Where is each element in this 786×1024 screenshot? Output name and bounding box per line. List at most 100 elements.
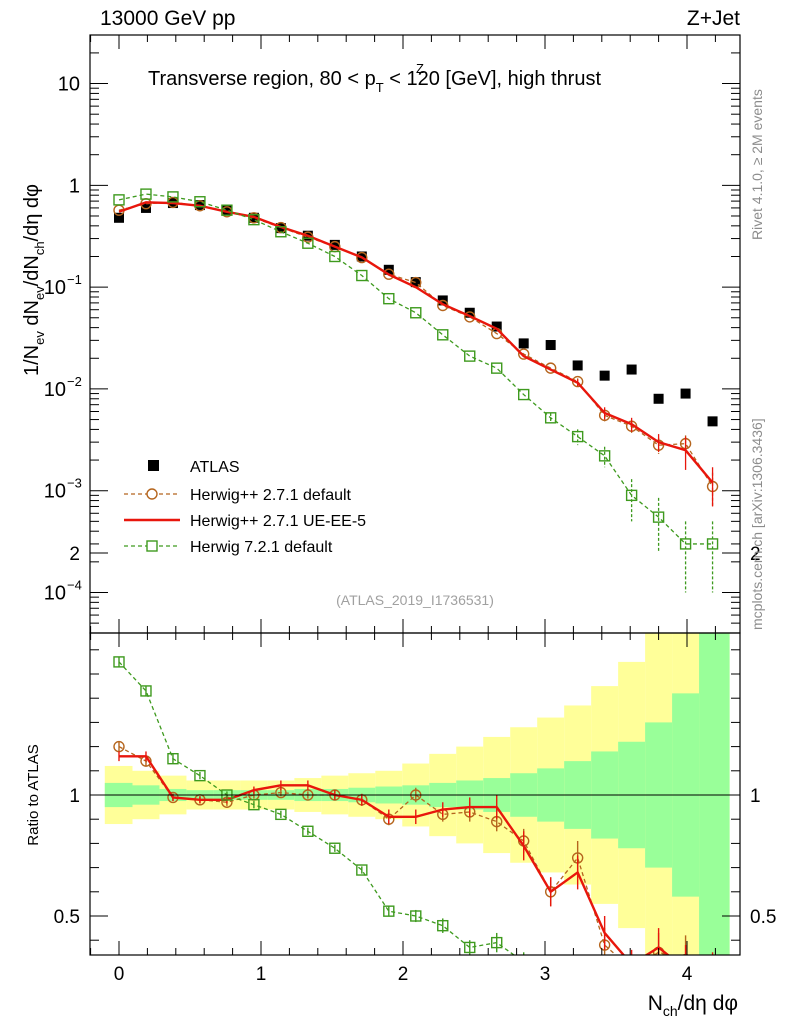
data-point xyxy=(464,311,476,323)
ratio-point xyxy=(383,905,395,917)
data-point xyxy=(140,202,151,213)
data-point xyxy=(464,307,475,318)
ylabel-mid1: dN xyxy=(21,300,43,331)
x-tick-label: 3 xyxy=(540,964,551,985)
ylabel-main: 1/N xyxy=(21,345,43,376)
data-point xyxy=(356,251,368,264)
data-point xyxy=(248,213,260,226)
ratio-point xyxy=(248,798,260,811)
ratio-uncertainty-bands xyxy=(104,633,730,955)
series-line-3 xyxy=(118,193,713,545)
data-point xyxy=(518,338,529,349)
ylabel-tail: /dη dφ xyxy=(21,184,43,241)
legend-label: Herwig++ 2.7.1 default xyxy=(190,487,352,504)
data-point xyxy=(302,237,314,249)
data-point xyxy=(598,450,611,462)
xlabel-tail: /dη dφ xyxy=(678,992,738,1015)
title-sup: Z xyxy=(416,61,424,76)
data-point xyxy=(518,348,530,360)
data-point xyxy=(545,340,556,351)
data-point xyxy=(680,388,691,399)
data-point xyxy=(572,360,583,371)
x-tick-label: 4 xyxy=(682,964,693,985)
ratio-tick-label-right: 2 xyxy=(750,544,761,565)
legend-marker-square xyxy=(146,540,158,552)
title-tail: < 120 [GeV], high thrust xyxy=(384,68,602,90)
data-point xyxy=(383,268,395,280)
stat-uncertainty-band xyxy=(699,633,730,955)
data-point xyxy=(571,430,584,443)
ratio-point xyxy=(519,957,529,967)
ratio-point xyxy=(464,941,476,954)
ratio-point xyxy=(573,984,583,994)
ratio-tick-label: 2 xyxy=(69,544,80,565)
ratio-point xyxy=(600,993,610,1003)
series-line-1 xyxy=(118,201,714,487)
ratio-point xyxy=(708,1017,718,1024)
y-tick-label: 10 xyxy=(44,481,66,503)
y-tick-exponent: −2 xyxy=(67,374,82,389)
ylabel-mid2: /dN xyxy=(21,255,43,286)
y-tick-label: 1 xyxy=(69,175,80,197)
ratio-point xyxy=(546,986,556,996)
data-point xyxy=(679,538,692,550)
series-line-2 xyxy=(118,201,714,484)
ratio-tick-label: 1 xyxy=(69,786,80,807)
y-tick-exponent: −4 xyxy=(67,577,82,592)
data-point xyxy=(518,388,530,401)
legend-label: ATLAS xyxy=(190,459,240,476)
ratio-point xyxy=(302,825,314,837)
data-point xyxy=(599,370,610,381)
ylabel-sub3: ch xyxy=(32,241,47,255)
xlabel-sub: ch xyxy=(663,1003,678,1019)
y-axis-label: 1/Nev dNev/dNch/dη dφ xyxy=(21,184,47,376)
data-point xyxy=(329,250,341,263)
ratio-point xyxy=(275,808,287,821)
ylabel-sub2: ev xyxy=(32,286,47,300)
data-point xyxy=(140,188,152,200)
data-point xyxy=(410,307,422,319)
y-tick-exponent: −1 xyxy=(67,272,82,287)
header-right: Z+Jet xyxy=(687,7,740,30)
data-point xyxy=(221,205,232,216)
ratio-tick-label-right: 0.5 xyxy=(750,907,776,928)
data-point xyxy=(544,412,557,424)
y-tick-label: 10 xyxy=(44,277,66,299)
ratio-tick-label: 0.5 xyxy=(54,907,80,928)
data-point xyxy=(437,329,449,341)
data-point xyxy=(275,226,287,238)
data-point xyxy=(356,269,368,282)
data-point xyxy=(221,204,233,216)
ratio-y-axis-label: Ratio to ATLAS xyxy=(25,744,42,845)
x-tick-label: 2 xyxy=(398,964,409,985)
data-point xyxy=(491,362,503,374)
y-tick-label: 10 xyxy=(44,379,66,401)
legend-label: Herwig++ 2.7.1 UE-EE-5 xyxy=(190,513,366,530)
ratio-plot-frame xyxy=(89,632,741,956)
ratio-point xyxy=(627,1017,637,1024)
data-point xyxy=(625,489,638,502)
title-sub: T xyxy=(376,80,384,95)
ratio-point xyxy=(167,753,179,765)
xlabel-main: N xyxy=(648,992,663,1015)
data-point xyxy=(329,239,340,250)
side-label-bottom: mcplots.cern.ch [arXiv:1306.3436] xyxy=(749,418,765,630)
ratio-point xyxy=(410,910,422,922)
ratio-point xyxy=(708,976,718,986)
analysis-watermark: (ATLAS_2019_I1736531) xyxy=(336,592,494,608)
legend-marker-atlas xyxy=(148,460,159,471)
legend-label: Herwig 7.2.1 default xyxy=(190,539,333,556)
y-tick-exponent: −3 xyxy=(67,476,82,491)
header-left: 13000 GeV pp xyxy=(100,7,235,30)
data-point xyxy=(383,292,395,305)
ratio-point xyxy=(627,964,637,974)
y-tick-label: 10 xyxy=(44,582,66,604)
title-main: Transverse region, 80 < p xyxy=(148,68,376,90)
data-point xyxy=(113,194,125,206)
data-point xyxy=(114,212,124,223)
data-point xyxy=(167,191,179,203)
data-point xyxy=(707,416,718,427)
plot-title: Transverse region, 80 < pT < 120 [GeV], … xyxy=(148,68,601,95)
